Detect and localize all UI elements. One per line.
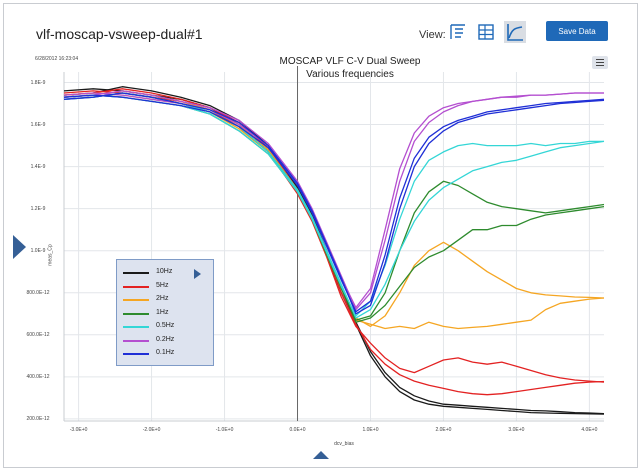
hamburger-menu-icon <box>596 59 604 60</box>
legend-swatch <box>123 353 149 355</box>
legend-item[interactable]: 10Hz <box>123 267 203 277</box>
legend-label: 5Hz <box>156 281 169 289</box>
x-tick-label: 4.0E+0 <box>581 427 598 433</box>
x-axis-label: dcv_bias <box>334 441 354 447</box>
y-tick-label: 1.0E-9 <box>30 247 46 254</box>
table-view-icon <box>478 24 494 40</box>
page-title: vlf-moscap-vsweep-dual#1 <box>36 26 203 42</box>
graph-view-icon <box>507 24 523 41</box>
legend-label: 10Hz <box>156 268 173 275</box>
x-tick-label: 0.0E+0 <box>289 427 306 433</box>
chart-subtitle: Various frequencies <box>306 69 394 80</box>
x-tick-label: -3.0E+0 <box>69 427 88 433</box>
legend-label: 0.5Hz <box>156 322 175 329</box>
legend-label: 1Hz <box>156 308 169 316</box>
left-panel-toggle-icon[interactable] <box>13 235 26 259</box>
series-line-0.2Hz-reverse <box>63 90 604 311</box>
x-tick-label: -1.0E+0 <box>215 427 234 433</box>
series-line-0.1Hz-forward <box>63 94 605 313</box>
series-line-10Hz-reverse <box>63 86 605 415</box>
legend-item[interactable]: 0.5Hz <box>123 321 203 331</box>
y-tick-label: 600.0E-12 <box>26 331 50 338</box>
legend-item[interactable]: 0.2Hz <box>123 335 203 345</box>
chart-settings-button[interactable] <box>447 21 469 43</box>
series-line-0.5Hz-forward <box>63 94 604 317</box>
bottom-panel-toggle-icon[interactable] <box>313 451 329 459</box>
y-tick-label: 200.0E-12 <box>26 415 50 422</box>
chart-title-block: MOSCAP VLF C-V Dual Sweep Various freque… <box>160 55 540 81</box>
timestamp: 6/28/2012 16:23:04 <box>35 56 79 62</box>
legend-swatch <box>123 339 149 342</box>
hamburger-menu-icon-line <box>596 62 604 63</box>
legend-item[interactable]: 5Hz <box>123 281 203 291</box>
y-axis-label: meas_Cp <box>47 244 54 266</box>
graph-view-button[interactable] <box>504 21 526 43</box>
legend-label: 0.1Hz <box>156 349 175 356</box>
y-tick-label: 800.0E-12 <box>26 289 50 296</box>
series-line-0.1Hz-reverse <box>63 92 605 315</box>
legend-swatch <box>123 312 149 315</box>
y-tick-label: 1.4E-9 <box>30 163 46 170</box>
x-tick-label: -2.0E+0 <box>142 427 161 433</box>
y-tick-label: 1.2E-9 <box>30 205 46 212</box>
legend-item[interactable]: 0.1Hz <box>123 348 203 358</box>
y-tick-label: 1.8E-9 <box>30 79 46 86</box>
chart-title: MOSCAP VLF C-V Dual Sweep <box>279 56 421 67</box>
legend-swatch <box>123 326 149 328</box>
legend-swatch <box>123 272 149 274</box>
x-tick-label: 1.0E+0 <box>362 427 379 433</box>
legend-swatch <box>123 285 149 288</box>
view-label: View: <box>419 29 446 41</box>
table-view-button[interactable] <box>475 21 497 43</box>
save-data-button[interactable]: Save Data <box>546 21 608 41</box>
legend-item[interactable]: 2Hz <box>123 294 203 304</box>
legend-item[interactable]: 1Hz <box>123 308 203 318</box>
chart-settings-icon <box>450 24 465 39</box>
x-tick-label: 2.0E+0 <box>435 427 452 433</box>
legend-label: 2Hz <box>156 295 169 302</box>
hamburger-menu-icon-line <box>596 65 604 66</box>
x-tick-label: 3.0E+0 <box>508 427 525 433</box>
legend-collapse-icon[interactable] <box>194 269 201 279</box>
chart-legend: 10Hz 5Hz 2Hz 1Hz 0.5Hz 0.2Hz 0.1Hz <box>116 259 214 366</box>
y-tick-label: 1.6E-9 <box>30 121 46 128</box>
chart-menu-button[interactable] <box>592 56 608 69</box>
legend-swatch <box>123 299 149 301</box>
y-tick-label: 400.0E-12 <box>26 373 50 380</box>
legend-label: 0.2Hz <box>156 335 175 343</box>
